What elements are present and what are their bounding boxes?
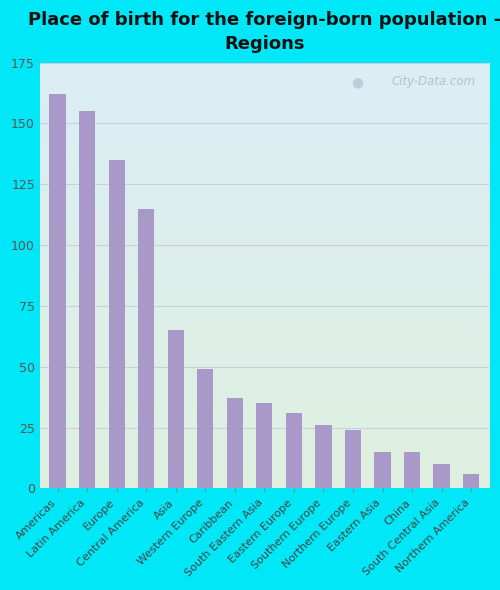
Bar <box>404 452 420 489</box>
Bar <box>463 474 479 489</box>
Bar <box>108 160 125 489</box>
Bar <box>256 403 272 489</box>
Text: ●: ● <box>351 76 363 89</box>
Bar <box>79 112 95 489</box>
Bar <box>286 413 302 489</box>
Bar <box>226 398 243 489</box>
Bar <box>138 209 154 489</box>
Bar <box>374 452 390 489</box>
Bar <box>197 369 214 489</box>
Bar <box>50 94 66 489</box>
Bar <box>316 425 332 489</box>
Text: City-Data.com: City-Data.com <box>392 76 475 88</box>
Bar <box>434 464 450 489</box>
Bar <box>345 430 361 489</box>
Title: Place of birth for the foreign-born population -
Regions: Place of birth for the foreign-born popu… <box>28 11 500 53</box>
Bar <box>168 330 184 489</box>
